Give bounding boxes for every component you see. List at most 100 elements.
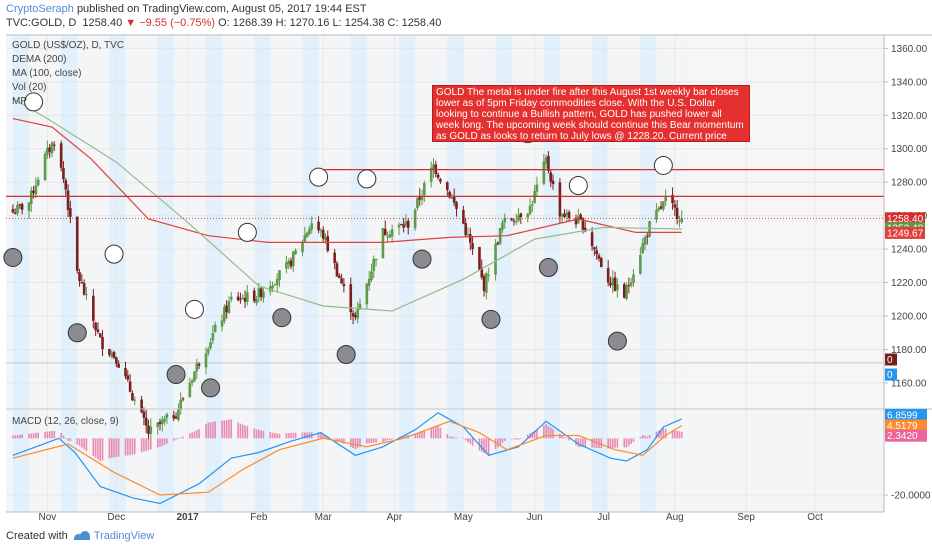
candle[interactable] bbox=[337, 275, 341, 279]
candle[interactable] bbox=[209, 342, 212, 349]
candle[interactable] bbox=[386, 236, 389, 238]
candle[interactable] bbox=[16, 204, 19, 214]
candle[interactable] bbox=[657, 207, 661, 211]
candle[interactable] bbox=[27, 202, 31, 212]
candle[interactable] bbox=[303, 235, 307, 242]
candle[interactable] bbox=[613, 277, 617, 291]
candle[interactable] bbox=[110, 353, 114, 357]
candle[interactable] bbox=[563, 213, 566, 218]
candle[interactable] bbox=[124, 367, 127, 377]
candle[interactable] bbox=[59, 143, 63, 168]
candle[interactable] bbox=[310, 223, 313, 230]
candle[interactable] bbox=[579, 214, 582, 219]
candle[interactable] bbox=[606, 267, 610, 283]
candle[interactable] bbox=[177, 409, 180, 420]
candle[interactable] bbox=[275, 278, 279, 285]
signal-line[interactable] bbox=[12, 420, 683, 496]
candle[interactable] bbox=[349, 284, 353, 313]
candle[interactable] bbox=[609, 282, 612, 286]
candle[interactable] bbox=[326, 236, 330, 251]
candle[interactable] bbox=[423, 183, 426, 196]
mp-marker[interactable] bbox=[3, 247, 23, 267]
legend-ma[interactable]: MA (100, close) bbox=[12, 68, 82, 79]
candle[interactable] bbox=[416, 197, 419, 209]
candle[interactable] bbox=[397, 224, 401, 228]
candle[interactable] bbox=[597, 255, 601, 259]
candle[interactable] bbox=[503, 217, 507, 223]
candle[interactable] bbox=[158, 421, 162, 425]
legend-mp[interactable]: MP bbox=[12, 96, 27, 107]
candle[interactable] bbox=[517, 215, 520, 221]
candle[interactable] bbox=[20, 203, 24, 210]
candle[interactable] bbox=[544, 157, 548, 164]
candle[interactable] bbox=[625, 285, 628, 299]
candle[interactable] bbox=[181, 398, 185, 400]
candle[interactable] bbox=[29, 190, 33, 204]
candle[interactable] bbox=[197, 363, 201, 366]
candle[interactable] bbox=[229, 296, 233, 300]
candle[interactable] bbox=[211, 333, 215, 341]
candle[interactable] bbox=[48, 147, 51, 152]
candle[interactable] bbox=[172, 415, 176, 419]
candle[interactable] bbox=[659, 206, 663, 209]
candle[interactable] bbox=[629, 282, 633, 286]
candle[interactable] bbox=[319, 230, 323, 232]
candle[interactable] bbox=[165, 413, 169, 419]
annotation-callout[interactable]: GOLD The metal is under fire after this … bbox=[432, 85, 750, 142]
candle[interactable] bbox=[648, 221, 651, 237]
mp-marker[interactable] bbox=[184, 299, 204, 319]
candle[interactable] bbox=[36, 179, 40, 186]
candle[interactable] bbox=[142, 411, 146, 418]
candle[interactable] bbox=[471, 243, 474, 249]
candle[interactable] bbox=[62, 168, 65, 180]
candle[interactable] bbox=[356, 308, 359, 319]
candle[interactable] bbox=[246, 292, 249, 302]
candle[interactable] bbox=[174, 416, 178, 419]
candle[interactable] bbox=[487, 274, 490, 276]
candle[interactable] bbox=[627, 285, 631, 287]
candle[interactable] bbox=[445, 182, 449, 190]
candle[interactable] bbox=[388, 234, 392, 238]
candle[interactable] bbox=[193, 371, 196, 382]
candle[interactable] bbox=[34, 185, 38, 195]
candle[interactable] bbox=[542, 161, 546, 184]
candle[interactable] bbox=[147, 425, 150, 435]
candle[interactable] bbox=[85, 294, 88, 296]
mp-marker[interactable] bbox=[538, 257, 558, 277]
candle[interactable] bbox=[213, 325, 217, 332]
mp-marker[interactable] bbox=[272, 308, 292, 328]
candle[interactable] bbox=[358, 303, 362, 310]
candle[interactable] bbox=[429, 167, 433, 182]
candle[interactable] bbox=[622, 284, 626, 298]
candle[interactable] bbox=[482, 276, 486, 292]
candle[interactable] bbox=[643, 237, 647, 245]
ma-line[interactable] bbox=[12, 98, 682, 312]
candle[interactable] bbox=[528, 205, 532, 215]
candle[interactable] bbox=[46, 147, 49, 156]
candle[interactable] bbox=[43, 153, 47, 181]
candle[interactable] bbox=[335, 263, 339, 277]
candle[interactable] bbox=[448, 191, 451, 198]
candle[interactable] bbox=[301, 241, 304, 253]
author-link[interactable]: CryptoSeraph bbox=[6, 3, 74, 15]
legend-dema[interactable]: DEMA (200) bbox=[12, 54, 67, 65]
candle[interactable] bbox=[655, 209, 658, 220]
candle[interactable] bbox=[236, 296, 240, 301]
candle[interactable] bbox=[418, 196, 422, 200]
candle[interactable] bbox=[390, 229, 394, 237]
candle[interactable] bbox=[595, 250, 598, 255]
candle[interactable] bbox=[436, 174, 440, 178]
candle[interactable] bbox=[519, 213, 523, 218]
candle[interactable] bbox=[577, 216, 580, 224]
candle[interactable] bbox=[574, 217, 578, 225]
candle[interactable] bbox=[239, 298, 242, 300]
candle[interactable] bbox=[560, 214, 564, 217]
candle[interactable] bbox=[188, 382, 192, 398]
candle[interactable] bbox=[11, 209, 15, 213]
candle[interactable] bbox=[69, 208, 72, 217]
candle[interactable] bbox=[406, 220, 410, 228]
candle[interactable] bbox=[480, 267, 484, 278]
candle[interactable] bbox=[115, 357, 118, 364]
candle[interactable] bbox=[342, 283, 346, 287]
candle[interactable] bbox=[220, 320, 224, 327]
